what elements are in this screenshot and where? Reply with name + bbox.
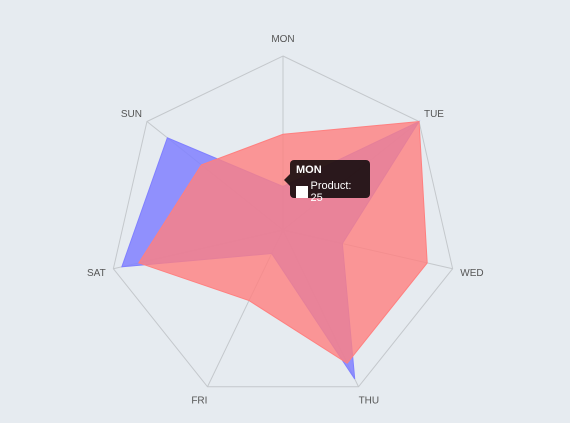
tooltip-row: Product: 25 (296, 180, 364, 204)
tooltip-title: MON (296, 164, 322, 176)
axis-label-mon: MON (271, 34, 294, 45)
axis-label-fri: FRI (191, 395, 207, 406)
tooltip-arrow (284, 174, 290, 186)
tooltip-swatch (296, 186, 308, 198)
radar-grid (112, 55, 454, 388)
axis-label-thu: THU (359, 395, 380, 406)
axis-label-wed: WED (460, 268, 483, 279)
tooltip-text: Product: 25 (310, 180, 352, 204)
axis-label-sat: SAT (87, 268, 106, 279)
axis-label-tue: TUE (424, 109, 444, 120)
axis-label-sun: SUN (121, 109, 142, 120)
chart-tooltip: MON Product: 25 (284, 160, 370, 204)
